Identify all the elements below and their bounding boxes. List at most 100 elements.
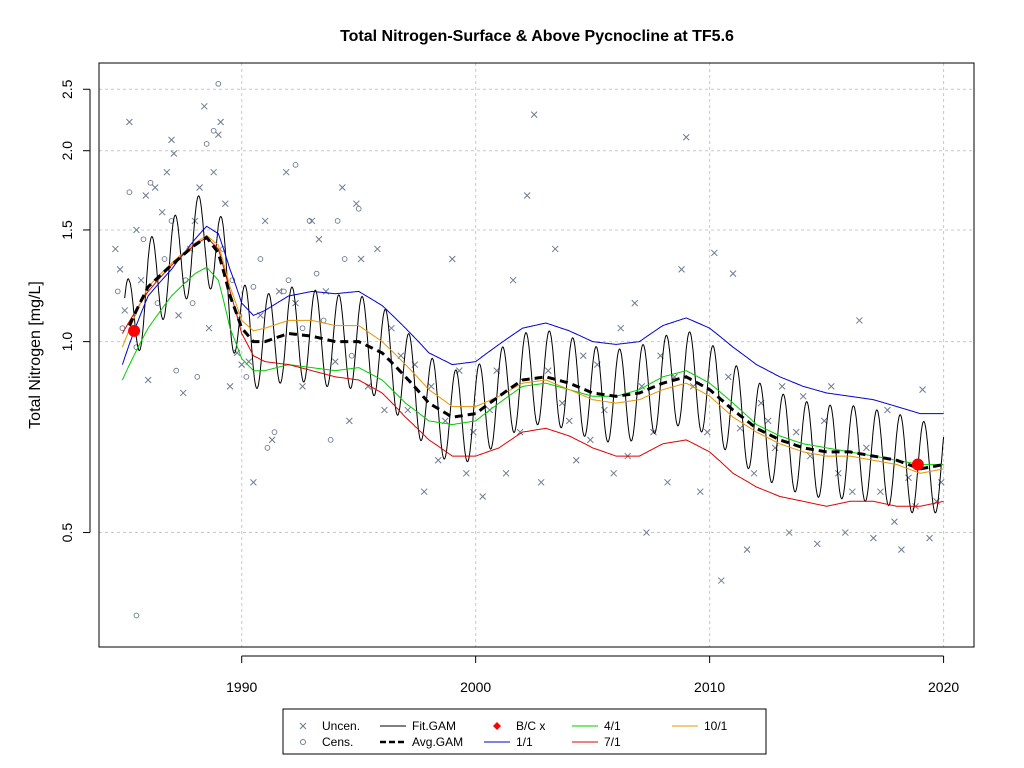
uncensored-point	[610, 469, 618, 477]
legend-label: 1/1	[516, 735, 533, 749]
legend-box	[282, 708, 767, 755]
uncensored-point	[126, 118, 133, 126]
uncensored-point	[551, 245, 559, 253]
legend-label: 7/1	[604, 735, 621, 749]
uncensored-point	[121, 307, 129, 314]
uncensored-point	[217, 118, 225, 126]
x-tick-label: 2020	[928, 679, 959, 695]
censored-point	[299, 325, 306, 332]
uncensored-point	[151, 184, 159, 191]
legend-label: Uncen.	[322, 719, 360, 733]
uncensored-point	[806, 452, 814, 460]
uncensored-point	[572, 456, 580, 464]
y-axis: 0.5 1.0 1.5 2.0 2.5	[59, 79, 91, 542]
uncensored-point	[586, 436, 594, 444]
uncensored-point	[462, 469, 470, 477]
censored-point	[210, 127, 217, 134]
uncensored-point	[479, 493, 487, 500]
uncensored-point	[827, 383, 835, 390]
y-tick-label: 1.5	[59, 220, 75, 240]
uncensored-point	[214, 131, 222, 139]
y-tick-label: 2.5	[59, 79, 75, 99]
censored-point	[280, 288, 287, 295]
censored-point	[161, 256, 168, 262]
uncensored-point	[544, 367, 552, 375]
uncensored-point	[250, 478, 257, 486]
uncensored-point	[558, 399, 566, 407]
legend-label: Cens.	[322, 735, 353, 749]
uncensored-point	[724, 373, 732, 381]
uncensored-point	[502, 469, 510, 477]
uncensored-point	[834, 469, 842, 477]
uncensored-point	[200, 102, 208, 110]
legend-label: 4/1	[604, 719, 621, 733]
uncensored-point	[275, 288, 283, 295]
censored-point	[147, 179, 154, 186]
uncensored-point	[678, 266, 685, 273]
censored-point	[114, 288, 121, 295]
uncensored-point	[205, 324, 213, 332]
uncensored-point	[813, 540, 821, 548]
censored-point	[229, 277, 236, 284]
uncensored-point	[357, 255, 365, 263]
uncensored-point	[750, 469, 758, 477]
uncensored-point	[261, 217, 269, 225]
uncensored-point	[299, 383, 306, 390]
uncensored-point	[905, 474, 912, 482]
uncensored-point	[799, 392, 807, 400]
series-line-10-1	[121, 234, 944, 474]
censored-point	[264, 445, 271, 451]
uncensored-point	[516, 428, 524, 436]
censored-point	[215, 80, 222, 87]
uncensored-point	[696, 488, 704, 496]
uncensored-point	[388, 324, 395, 332]
censored-point	[140, 236, 147, 243]
censored-point	[194, 373, 201, 380]
uncensored-point	[530, 111, 538, 118]
uncensored-point	[420, 488, 428, 496]
uncensored-point	[345, 417, 353, 425]
grid	[99, 63, 974, 647]
uncensored-point	[133, 226, 140, 234]
uncensored-point	[163, 168, 171, 176]
series-line-1-1	[121, 225, 944, 415]
uncensored-point	[856, 317, 863, 324]
uncensored-point	[600, 406, 608, 414]
uncensored-point	[179, 389, 187, 397]
censored-point	[292, 161, 299, 168]
censored-point	[334, 218, 341, 224]
uncensored-point	[221, 200, 229, 208]
uncensored-point	[170, 150, 178, 157]
uncensored-point	[638, 383, 646, 390]
uncensored-point	[434, 456, 442, 464]
legend-symbol-diamond	[493, 722, 501, 730]
legend-label: B/C x	[516, 719, 545, 733]
plot-frame	[98, 62, 975, 648]
censored-point	[203, 141, 210, 147]
uncensored-point	[112, 245, 119, 253]
uncensored-point	[682, 133, 690, 141]
uncensored-point	[142, 192, 150, 199]
uncensored-point	[736, 424, 744, 432]
uncensored-point	[579, 352, 587, 360]
uncensored-point	[210, 168, 217, 176]
uncensored-point	[238, 361, 246, 368]
uncensored-point	[764, 417, 772, 425]
uncensored-point	[848, 488, 856, 496]
uncensored-point	[168, 136, 175, 144]
uncensored-point	[137, 276, 145, 284]
uncensored-point	[226, 383, 234, 390]
uncensored-point	[565, 417, 573, 425]
uncensored-point	[404, 406, 412, 414]
censored-point	[257, 256, 264, 262]
y-axis-label: Total Nitrogen [mg/L]	[27, 281, 44, 429]
censored-point	[355, 205, 362, 212]
legend-symbol-x	[299, 722, 307, 730]
uncensored-point	[617, 324, 625, 332]
x-tick-label: 2010	[694, 679, 725, 695]
series-line-avg-gam	[128, 235, 944, 471]
uncensored-point	[743, 546, 751, 553]
uncensored-point	[427, 383, 435, 390]
uncensored-point	[729, 270, 737, 277]
uncensored-point	[523, 192, 531, 199]
